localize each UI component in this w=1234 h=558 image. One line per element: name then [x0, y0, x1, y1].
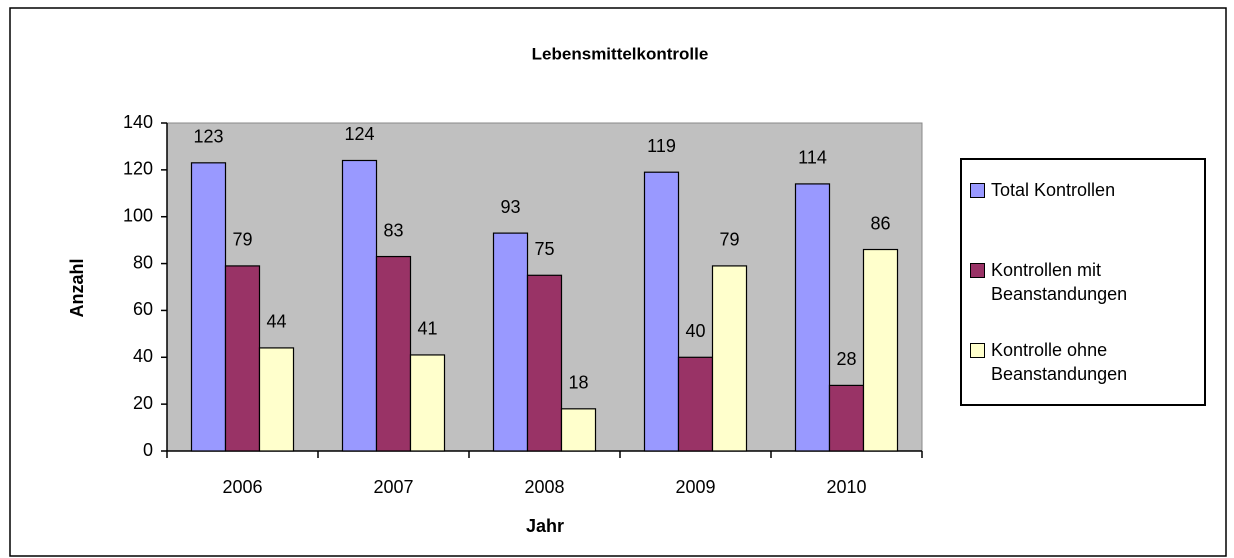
- bar: [409, 354, 446, 452]
- value-label: 79: [719, 230, 739, 250]
- chart-title: Lebensmittelkontrolle: [532, 44, 709, 63]
- x-tick-label: 2008: [524, 477, 564, 497]
- y-tick-label: 0: [143, 440, 153, 460]
- x-tick-label: 2007: [373, 477, 413, 497]
- legend-swatch: [970, 263, 985, 278]
- bar: [677, 356, 714, 452]
- value-label: 18: [568, 373, 588, 393]
- y-tick-label: 80: [133, 252, 153, 272]
- value-label: 75: [534, 239, 554, 259]
- legend-entry: Kontrollen mit Beanstandungen: [970, 258, 1202, 306]
- y-axis-label: Anzahl: [67, 258, 87, 317]
- value-label: 79: [232, 230, 252, 250]
- legend: Total Kontrollen Kontrollen mit Beanstand…: [960, 158, 1206, 406]
- x-axis-label: Jahr: [526, 516, 564, 536]
- legend-swatch: [970, 183, 985, 198]
- value-label: 123: [193, 127, 223, 147]
- bar: [375, 255, 412, 452]
- bar: [258, 347, 295, 452]
- bar: [341, 159, 378, 452]
- bar: [492, 232, 529, 452]
- value-label: 86: [870, 213, 890, 233]
- y-tick-label: 40: [133, 346, 153, 366]
- value-label: 40: [685, 321, 705, 341]
- value-label: 28: [836, 349, 856, 369]
- legend-label: Kontrolle ohne Beanstandungen: [991, 340, 1128, 384]
- bar: [794, 183, 831, 452]
- y-tick-label: 120: [123, 159, 153, 179]
- bar: [526, 274, 563, 452]
- legend-label: Total Kontrollen: [991, 180, 1116, 200]
- value-label: 114: [798, 148, 827, 168]
- bar: [643, 171, 680, 452]
- legend-swatch: [970, 343, 985, 358]
- bar: [711, 265, 748, 452]
- value-label: 41: [417, 319, 437, 339]
- y-tick-label: 20: [133, 393, 153, 413]
- value-label: 119: [647, 136, 676, 156]
- y-tick-label: 100: [123, 205, 153, 225]
- x-tick-label: 2006: [222, 477, 262, 497]
- x-tick-label: 2010: [826, 477, 866, 497]
- legend-label: Kontrollen mit Beanstandungen: [991, 260, 1128, 304]
- y-tick-label: 140: [123, 112, 153, 132]
- bar: [862, 248, 899, 452]
- value-label: 124: [344, 124, 374, 144]
- bar: [190, 162, 227, 452]
- value-label: 44: [266, 312, 286, 332]
- x-tick-label: 2009: [675, 477, 715, 497]
- legend-entry: Total Kontrollen: [970, 178, 1202, 202]
- legend-entry: Kontrolle ohne Beanstandungen: [970, 338, 1202, 386]
- value-label: 93: [500, 197, 520, 217]
- bar: [560, 408, 597, 452]
- bar: [828, 384, 865, 452]
- bar: [224, 265, 261, 452]
- value-label: 83: [383, 220, 403, 240]
- y-tick-label: 60: [133, 299, 153, 319]
